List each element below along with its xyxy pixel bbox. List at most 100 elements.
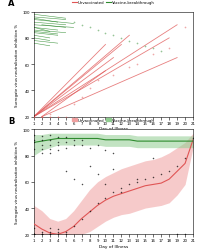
Point — [32, 133, 35, 137]
Point — [32, 115, 35, 119]
Point — [64, 146, 67, 150]
Point — [176, 232, 179, 236]
Point — [152, 47, 155, 51]
Point — [32, 147, 35, 151]
Point — [48, 115, 51, 119]
Point — [112, 191, 115, 195]
Point — [32, 141, 35, 145]
Point — [32, 138, 35, 142]
Point — [112, 151, 115, 155]
Point — [40, 232, 43, 236]
Point — [48, 226, 51, 230]
Point — [56, 232, 59, 236]
Point — [56, 149, 59, 153]
Point — [96, 201, 99, 205]
Point — [128, 39, 131, 43]
Point — [104, 196, 107, 200]
Point — [40, 115, 43, 119]
Point — [40, 115, 43, 119]
Point — [120, 186, 123, 191]
Point — [183, 232, 187, 236]
Y-axis label: Surrogate virus neutralisation inhibition %: Surrogate virus neutralisation inhibitio… — [15, 23, 19, 106]
Point — [96, 79, 99, 83]
Point — [32, 226, 35, 230]
Point — [160, 172, 163, 176]
Point — [32, 232, 35, 236]
Point — [40, 147, 43, 151]
Point — [40, 134, 43, 138]
Point — [48, 133, 51, 137]
Point — [152, 52, 155, 56]
Point — [80, 217, 83, 221]
Point — [48, 113, 51, 117]
Point — [136, 180, 139, 184]
Point — [104, 32, 107, 36]
Point — [112, 167, 115, 171]
Point — [88, 86, 91, 90]
Point — [32, 232, 35, 236]
X-axis label: Day of Illness: Day of Illness — [99, 244, 128, 248]
Point — [32, 232, 35, 236]
Point — [32, 232, 35, 236]
Point — [136, 42, 139, 46]
Text: B: B — [8, 117, 15, 125]
Point — [96, 143, 99, 147]
Point — [152, 156, 155, 161]
Point — [72, 21, 75, 25]
Point — [96, 172, 99, 176]
Point — [160, 50, 163, 54]
Point — [40, 115, 43, 119]
Point — [48, 151, 51, 155]
Point — [96, 29, 99, 33]
Point — [80, 138, 83, 142]
Point — [40, 138, 43, 142]
Point — [72, 143, 75, 147]
Point — [144, 177, 147, 181]
Point — [88, 146, 91, 150]
Point — [191, 137, 195, 141]
Point — [40, 143, 43, 147]
Point — [80, 96, 83, 100]
Point — [48, 143, 51, 147]
Point — [56, 115, 59, 119]
Point — [128, 183, 131, 187]
Point — [64, 232, 67, 236]
Point — [40, 230, 43, 234]
Point — [72, 177, 75, 181]
Point — [152, 175, 155, 179]
Point — [64, 136, 67, 140]
Point — [64, 115, 67, 119]
Point — [136, 63, 139, 67]
Point — [136, 177, 139, 181]
Point — [56, 115, 59, 119]
Point — [168, 47, 171, 51]
Point — [72, 225, 75, 229]
Point — [88, 164, 91, 168]
Point — [183, 26, 187, 30]
Point — [40, 232, 43, 236]
Point — [120, 191, 123, 195]
Point — [64, 230, 67, 234]
X-axis label: Day of Illness: Day of Illness — [99, 127, 128, 131]
Point — [56, 141, 59, 145]
Legend: Unvaccinated, Vaccine-breakthrough: Unvaccinated, Vaccine-breakthrough — [70, 0, 156, 7]
Point — [80, 183, 83, 187]
Point — [56, 143, 59, 147]
Point — [104, 149, 107, 153]
Legend: Unvaccinated, Vaccine-breakthrough: Unvaccinated, Vaccine-breakthrough — [70, 117, 156, 124]
Point — [56, 227, 59, 231]
Point — [128, 66, 131, 70]
Point — [104, 183, 107, 187]
Point — [64, 141, 67, 145]
Point — [168, 170, 171, 174]
Point — [48, 232, 51, 236]
Point — [120, 37, 123, 41]
Point — [80, 143, 83, 147]
Point — [183, 156, 187, 161]
Point — [48, 138, 51, 142]
Point — [144, 45, 147, 49]
Point — [48, 147, 51, 151]
Point — [56, 136, 59, 140]
Point — [112, 34, 115, 38]
Y-axis label: Surrogate virus neutralisation inhibition %: Surrogate virus neutralisation inhibitio… — [15, 141, 19, 224]
